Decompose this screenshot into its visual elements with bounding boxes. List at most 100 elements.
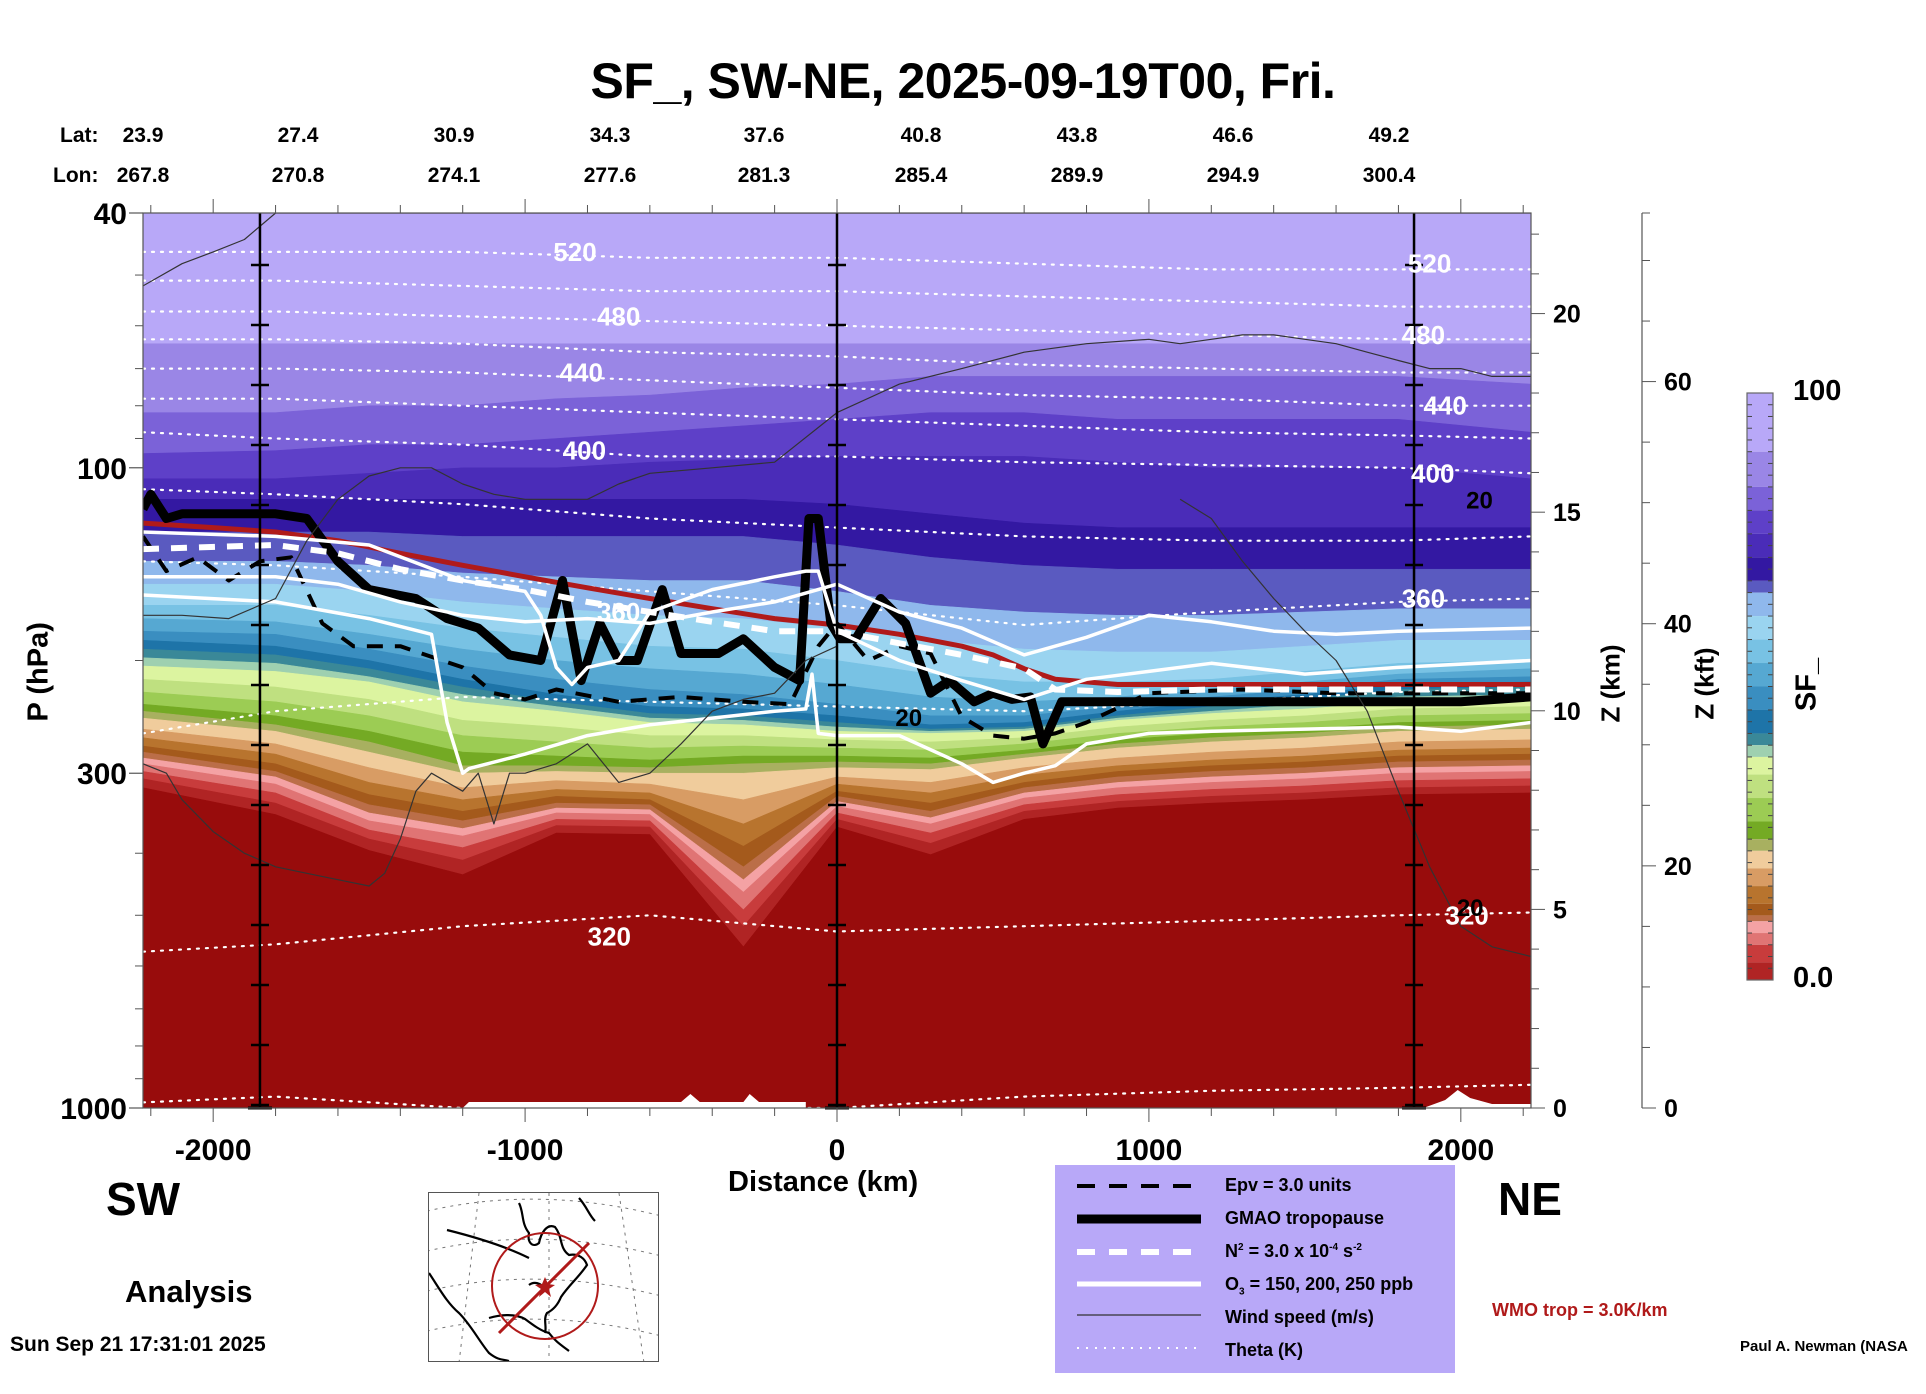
terrain-patch (1423, 1090, 1531, 1108)
o3-contour-line (143, 593, 1531, 785)
colorbar-segment (1747, 686, 1773, 710)
theta-contour-label: 400 (1411, 458, 1454, 488)
legend-item-n2: N2 = 3.0 x 10-4 s-2 (1055, 1237, 1455, 1269)
colorbar-segment (1747, 756, 1773, 775)
thin-dark-line-icon (1077, 1314, 1201, 1316)
colorbar-title: SF_ (1790, 657, 1823, 712)
lon-value: 285.4 (894, 164, 948, 187)
y-tick-label: 300 (77, 758, 127, 791)
chart-title: SF_, SW-NE, 2025-09-19T00, Fri. (590, 53, 1336, 109)
colorbar-min-label: 0.0 (1793, 962, 1834, 994)
white-dotted-line-icon (1077, 1347, 1201, 1349)
lat-value: 34.3 (589, 124, 631, 147)
colorbar-segment (1747, 709, 1773, 734)
lat-value: 43.8 (1056, 124, 1098, 147)
terrain-patch (462, 1094, 806, 1108)
x-tick-label: -1000 (487, 1134, 564, 1167)
legend-item-wind-speed: Wind speed (m/s) (1055, 1303, 1455, 1335)
wind-contour-label: 20 (1466, 487, 1493, 514)
theta-contour-340 (143, 688, 1531, 735)
colorbar-segment (1747, 451, 1773, 487)
colorbar-segment (1747, 663, 1773, 687)
lat-value: 37.6 (743, 124, 785, 147)
lon-value: 281.3 (737, 164, 791, 187)
colorbar-segment (1747, 745, 1773, 757)
colorbar-segment (1747, 944, 1773, 963)
overlay-lines (143, 213, 1531, 958)
lat-value: 46.6 (1212, 124, 1254, 147)
wind-speed-contour (1179, 498, 1531, 958)
z-km-tick-label: 0 (1553, 1095, 1567, 1123)
z-km-tick-label: 5 (1553, 896, 1567, 924)
lat-value: 40.8 (900, 124, 942, 147)
colorbar-segment (1747, 915, 1773, 922)
ne-direction-label: NE (1498, 1173, 1562, 1225)
x-tick-label: 1000 (1116, 1134, 1183, 1167)
x-axis-title: Distance (km) (728, 1166, 919, 1198)
n2-line (143, 542, 1531, 695)
theta-contour-label: 480 (1402, 320, 1445, 350)
theta-contour-label: 320 (588, 922, 631, 952)
o3-contour-line (143, 530, 1531, 702)
theta-contour-label: 400 (563, 436, 606, 466)
colorbar-segment (1747, 933, 1773, 945)
legend-item-gmao-tropopause: GMAO tropopause (1055, 1204, 1455, 1236)
timestamp: Sun Sep 21 17:31:01 2025 (10, 1333, 266, 1356)
lon-value: 270.8 (271, 164, 325, 187)
theta-contour-label: 360 (597, 597, 640, 627)
white-dashed-line-icon (1077, 1249, 1201, 1255)
wind-contour-label: 20 (1457, 895, 1484, 922)
lat-value: 49.2 (1368, 124, 1410, 147)
legend-item-theta: Theta (K) (1055, 1336, 1455, 1368)
contour-labels: 5204804404003603205204804404003603202020… (553, 237, 1493, 952)
x-tick-label: 2000 (1427, 1134, 1494, 1167)
colorbar-segment (1747, 774, 1773, 799)
theta-contour-label: 520 (1408, 249, 1451, 279)
legend: Epv = 3.0 units GMAO tropopause N2 = 3.0… (1055, 1165, 1455, 1373)
coastline-shapes (429, 1197, 596, 1361)
lat-value: 27.4 (277, 124, 319, 147)
lon-value: 289.9 (1050, 164, 1104, 187)
z-km-tick-label: 10 (1553, 698, 1581, 726)
z-km-tick-label: 20 (1553, 301, 1581, 329)
section-circle (491, 1232, 599, 1340)
colorbar-segment (1747, 616, 1773, 640)
colorbar-segment (1747, 533, 1773, 558)
lon-value: 274.1 (427, 164, 481, 187)
lon-value: 267.8 (116, 164, 170, 187)
z-kft-tick-label: 60 (1664, 369, 1692, 397)
sw-direction-label: SW (106, 1173, 181, 1225)
x-tick-label: -2000 (175, 1134, 252, 1167)
gmao-tropopause-line (143, 489, 1531, 749)
star-icon (535, 1277, 555, 1297)
colorbar (1746, 392, 1774, 981)
colorbar-segment (1747, 921, 1773, 934)
y-tick-label: 100 (77, 453, 127, 486)
colorbar-segment (1747, 580, 1773, 593)
z-kft-tick-label: 0 (1664, 1095, 1678, 1123)
theta-contour-label: 480 (597, 301, 640, 331)
colorbar-segment (1747, 886, 1773, 904)
theta-contour-label: 440 (1424, 391, 1467, 421)
y-tick-label: 40 (94, 198, 127, 231)
legend-item-o3: O3 = 150, 200, 250 ppb (1055, 1270, 1455, 1302)
z-kft-tick-label: 40 (1664, 611, 1692, 639)
lat-value: 23.9 (122, 124, 164, 147)
theta-contour-label: 320 (1445, 900, 1488, 930)
colorbar-segment (1747, 557, 1773, 581)
colorbar-segment (1747, 821, 1773, 840)
black-thick-line-icon (1077, 1214, 1201, 1224)
colorbar-segment (1747, 592, 1773, 617)
inset-map (428, 1192, 659, 1362)
z-km-tick-label: 15 (1553, 499, 1581, 527)
lat-row-header: Lat: (60, 124, 99, 147)
colorbar-segment (1747, 486, 1773, 511)
y-tick-label: 1000 (60, 1093, 127, 1126)
y-axis-title: P (hPa) (22, 622, 55, 722)
theta-contour-label: 440 (560, 358, 603, 388)
z-kft-tick-label: 20 (1664, 853, 1692, 881)
colorbar-segment (1747, 839, 1773, 851)
colorbar-segment (1747, 850, 1773, 869)
colorbar-segment (1747, 962, 1773, 980)
